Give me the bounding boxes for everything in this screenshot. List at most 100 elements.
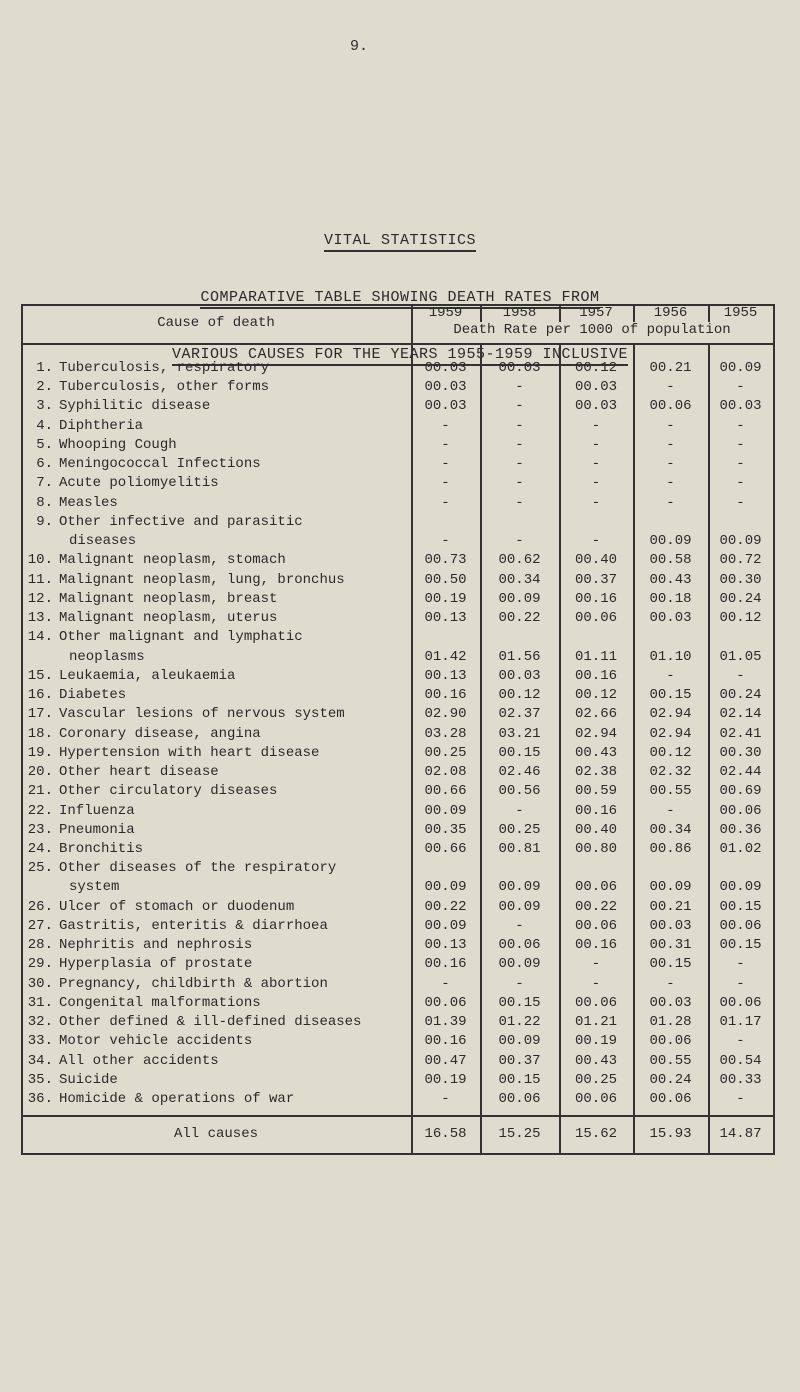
- rate-value-1958: 00.15: [498, 1071, 541, 1088]
- rate-value-1955: 00.06: [719, 994, 762, 1011]
- rate-value-1959: 00.03: [424, 360, 467, 376]
- rate-value-1955: -: [736, 1033, 745, 1050]
- rate-value-1955: 00.06: [719, 802, 762, 819]
- cause-label: neoplasms: [69, 648, 145, 665]
- rate-value-1956: 00.06: [649, 1091, 692, 1108]
- rate-value-1955: -: [736, 379, 745, 396]
- page-heading: VITAL STATISTICS: [0, 232, 800, 252]
- row-number: 16.: [27, 687, 53, 704]
- rate-value-1955: 00.36: [719, 821, 762, 838]
- rate-value-1956: 00.58: [649, 552, 692, 569]
- rate-value-1955: 01.05: [719, 648, 762, 665]
- rate-value-1959: 00.09: [424, 802, 467, 819]
- rate-value-1959: 00.13: [424, 610, 467, 627]
- death-rate-header: Death Rate per 1000 of population: [453, 322, 731, 338]
- rate-value-1959: 00.03: [424, 398, 467, 415]
- subheading-1: COMPARATIVE TABLE SHOWING DEATH RATES FR…: [0, 289, 800, 309]
- rate-value-1955: -: [736, 456, 745, 473]
- rate-value-1959: 02.08: [424, 764, 467, 781]
- rate-value-1956: 00.18: [649, 590, 692, 607]
- rate-value-1957: -: [591, 533, 601, 550]
- rate-value-1959: 00.06: [424, 994, 467, 1011]
- cause-label: diseases: [69, 533, 137, 550]
- rate-value-1956: 00.21: [649, 360, 692, 376]
- table-top-border: [21, 304, 773, 306]
- rate-value-1957: 00.19: [574, 1033, 617, 1050]
- rate-value-1956: -: [666, 456, 675, 473]
- rate-value-1955: -: [736, 1091, 745, 1108]
- rate-value-1958: 00.09: [498, 590, 541, 607]
- rate-value-1959: -: [441, 475, 450, 492]
- cause-label: Diphtheria: [59, 417, 144, 434]
- table-right-border: [773, 304, 775, 1155]
- rate-value-1958: -: [515, 398, 524, 415]
- rate-value-1959: -: [441, 494, 450, 511]
- row-number: 10.: [27, 552, 53, 569]
- cause-label: Hypertension with heart disease: [59, 744, 320, 761]
- row-number: 18.: [27, 725, 53, 742]
- rate-value-1958: -: [515, 533, 524, 550]
- heading-text: VITAL STATISTICS: [323, 232, 477, 252]
- rate-value-1956: 00.03: [649, 610, 692, 627]
- row-number: 21.: [27, 783, 53, 800]
- cause-label: Ulcer of stomach or duodenum: [59, 898, 295, 915]
- all-causes-label: All causes: [173, 1126, 258, 1142]
- year-header-1957: 1957: [579, 305, 613, 321]
- rate-value-1957: 01.21: [574, 1014, 617, 1031]
- rate-value-1955: -: [736, 475, 745, 492]
- rate-value-1955: -: [736, 975, 745, 992]
- rate-value-1956: -: [666, 417, 675, 434]
- cause-label: Tuberculosis, other forms: [59, 379, 270, 396]
- year-header-1955: 1955: [723, 305, 758, 321]
- rate-value-1957: -: [591, 494, 601, 511]
- rate-value-1958: -: [515, 456, 524, 473]
- rate-value-1958: 02.37: [498, 706, 541, 723]
- row-number: 3.: [36, 398, 53, 415]
- row-number: 24.: [27, 841, 53, 857]
- rate-value-1959: 00.19: [424, 1071, 467, 1088]
- year-column-divider: [559, 345, 561, 1153]
- cause-label: Hyperplasia of prostate: [59, 956, 253, 973]
- table-left-border: [21, 304, 23, 1153]
- rate-value-1956: 00.12: [649, 744, 692, 761]
- rate-value-1959: 00.13: [424, 937, 467, 954]
- rate-value-1957: 00.06: [574, 994, 617, 1011]
- cause-label: Leukaemia, aleukaemia: [59, 667, 236, 684]
- page-number: 9.: [350, 38, 369, 55]
- rate-value-1956: 00.43: [649, 571, 692, 588]
- rate-value-1959: 02.90: [424, 706, 467, 723]
- rate-value-1955: 00.24: [719, 590, 762, 607]
- rate-value-1957: 00.12: [574, 687, 617, 704]
- rate-value-1959: 00.66: [424, 841, 467, 857]
- rate-value-1956: 00.03: [649, 994, 692, 1011]
- cause-label: All other accidents: [59, 1052, 219, 1069]
- rate-value-1958: -: [515, 475, 524, 492]
- rate-value-1957: 00.40: [574, 552, 617, 569]
- cause-label: Motor vehicle accidents: [59, 1033, 253, 1050]
- rate-value-1959: 00.50: [424, 571, 467, 588]
- cause-label: Other heart disease: [59, 764, 219, 781]
- rate-value-1959: 00.16: [424, 1033, 467, 1050]
- cause-label: Other defined & ill-defined diseases: [59, 1014, 362, 1031]
- rate-value-1957: 00.59: [574, 783, 617, 800]
- cause-label: Vascular lesions of nervous system: [59, 706, 345, 723]
- rate-value-1956: 00.31: [649, 937, 692, 954]
- rate-value-1956: -: [666, 802, 675, 819]
- rate-value-1955: -: [736, 956, 745, 973]
- rate-value-1957: 00.16: [574, 667, 617, 684]
- rate-value-1956: -: [666, 494, 675, 511]
- all-causes-total-1958: 15.25: [498, 1126, 541, 1142]
- rate-value-1958: 00.15: [498, 994, 541, 1011]
- row-number: 27.: [27, 917, 53, 934]
- rate-value-1958: 01.22: [498, 1014, 541, 1031]
- rate-value-1957: -: [591, 956, 601, 973]
- all-causes-total-1955: 14.87: [719, 1126, 762, 1142]
- cause-label: Other malignant and lymphatic: [59, 629, 303, 646]
- rate-value-1955: 00.09: [719, 533, 762, 550]
- cause-label: Syphilitic disease: [59, 398, 211, 415]
- year-header-1958: 1958: [502, 305, 537, 321]
- rate-value-1956: -: [666, 379, 675, 396]
- rate-value-1959: 00.13: [424, 667, 467, 684]
- rate-value-1956: 00.09: [649, 879, 692, 896]
